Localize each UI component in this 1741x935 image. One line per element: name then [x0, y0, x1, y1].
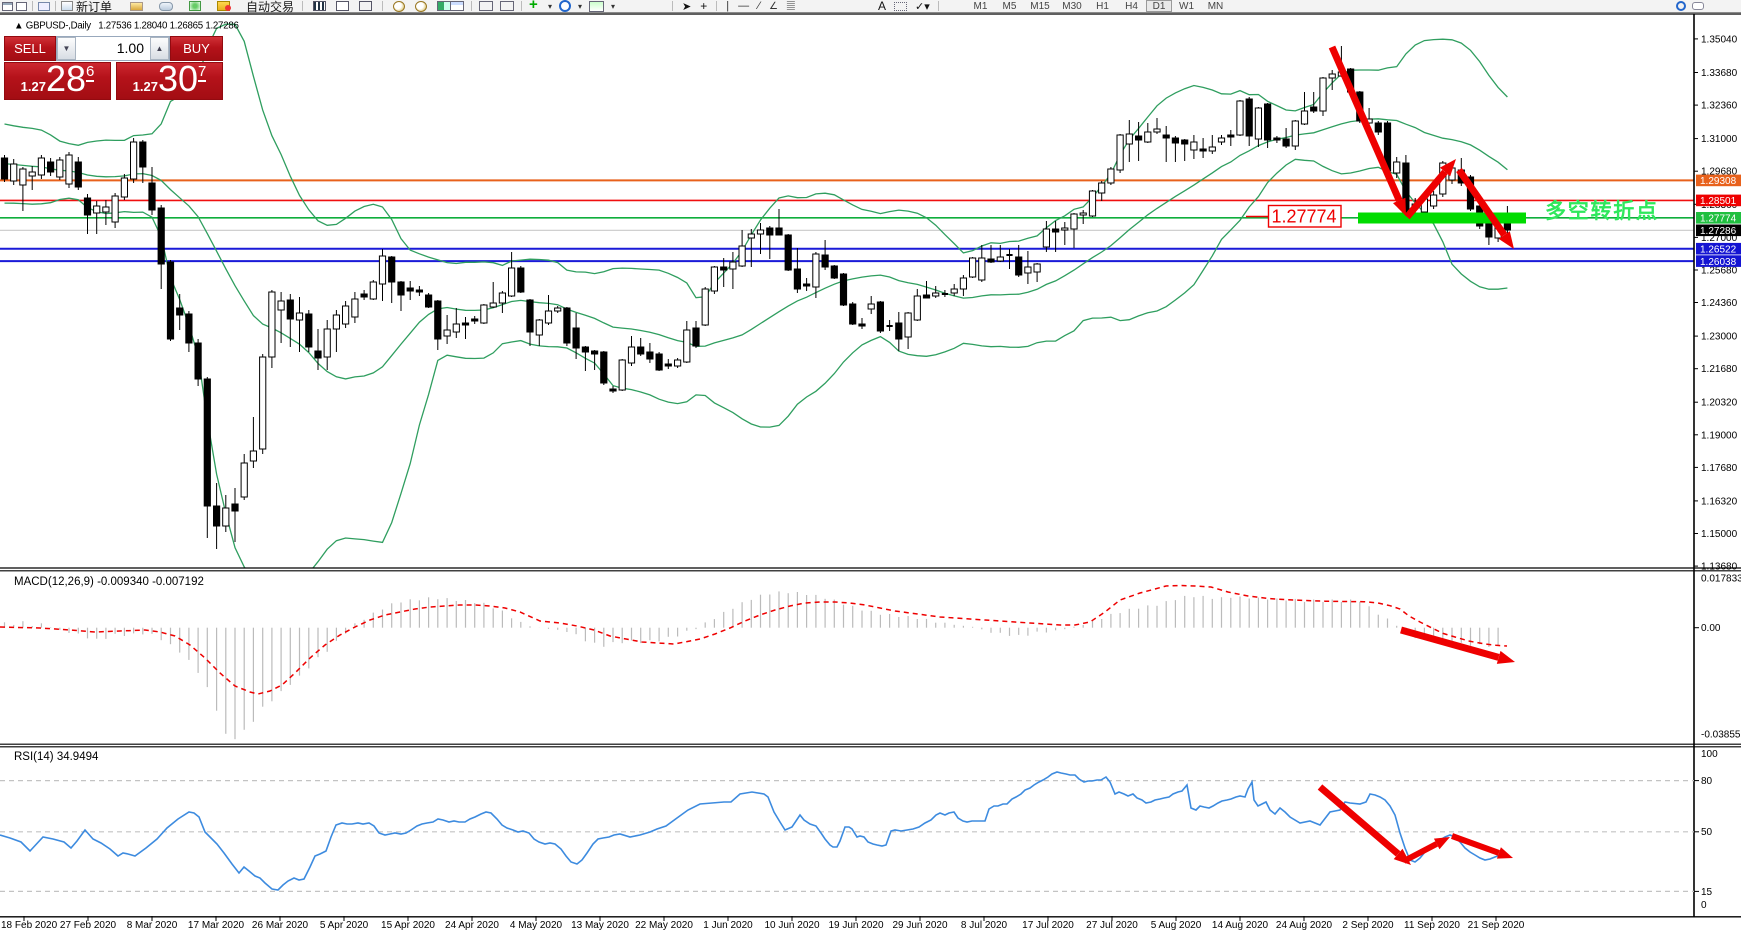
svg-text:RSI(14) 34.9494: RSI(14) 34.9494: [14, 751, 99, 763]
svg-text:1.26522: 1.26522: [1700, 245, 1737, 256]
svg-text:19 Jun 2020: 19 Jun 2020: [828, 920, 883, 930]
svg-text:1.35040: 1.35040: [1701, 34, 1738, 45]
svg-text:15: 15: [1701, 887, 1713, 898]
svg-text:2 Sep 2020: 2 Sep 2020: [1342, 920, 1394, 930]
svg-text:24 Apr 2020: 24 Apr 2020: [445, 920, 499, 930]
svg-text:8 Jul 2020: 8 Jul 2020: [961, 920, 1008, 930]
svg-text:8 Mar 2020: 8 Mar 2020: [127, 920, 178, 930]
svg-text:1 Jun 2020: 1 Jun 2020: [703, 920, 753, 930]
svg-text:多空转折点: 多空转折点: [1545, 199, 1657, 223]
svg-text:5 Apr 2020: 5 Apr 2020: [320, 920, 369, 930]
svg-text:1.32360: 1.32360: [1701, 101, 1738, 112]
svg-text:27 Feb 2020: 27 Feb 2020: [60, 920, 117, 930]
svg-text:1.27286: 1.27286: [1700, 226, 1737, 237]
svg-text:1.28501: 1.28501: [1700, 196, 1737, 207]
svg-text:17 Jul 2020: 17 Jul 2020: [1022, 920, 1074, 930]
svg-text:10 Jun 2020: 10 Jun 2020: [764, 920, 819, 930]
svg-text:0: 0: [1701, 900, 1707, 911]
svg-text:0.00: 0.00: [1701, 623, 1721, 634]
svg-text:1.27774: 1.27774: [1700, 214, 1737, 225]
svg-text:4 May 2020: 4 May 2020: [510, 920, 563, 930]
svg-text:80: 80: [1701, 776, 1713, 787]
svg-text:1.24360: 1.24360: [1701, 298, 1738, 309]
svg-text:11 Sep 2020: 11 Sep 2020: [1404, 920, 1460, 930]
svg-text:1.21680: 1.21680: [1701, 364, 1738, 375]
svg-text:5 Aug 2020: 5 Aug 2020: [1151, 920, 1202, 930]
svg-text:26 Mar 2020: 26 Mar 2020: [252, 920, 309, 930]
svg-text:22 May 2020: 22 May 2020: [635, 920, 693, 930]
svg-text:1.29308: 1.29308: [1700, 176, 1737, 187]
svg-text:29 Jun 2020: 29 Jun 2020: [892, 920, 947, 930]
svg-text:MACD(12,26,9) -0.009340 -0.007: MACD(12,26,9) -0.009340 -0.007192: [14, 576, 204, 588]
svg-text:24 Aug 2020: 24 Aug 2020: [1276, 920, 1333, 930]
svg-text:1.31000: 1.31000: [1701, 134, 1738, 145]
svg-text:17 Mar 2020: 17 Mar 2020: [188, 920, 245, 930]
svg-text:1.16320: 1.16320: [1701, 496, 1738, 507]
svg-text:1.17680: 1.17680: [1701, 463, 1738, 474]
svg-text:1.23000: 1.23000: [1701, 332, 1738, 343]
svg-text:1.27774: 1.27774: [1271, 207, 1336, 227]
svg-text:1.19000: 1.19000: [1701, 430, 1738, 441]
svg-text:21 Sep 2020: 21 Sep 2020: [1468, 920, 1525, 930]
svg-text:100: 100: [1701, 749, 1718, 760]
svg-text:-0.038559: -0.038559: [1701, 730, 1741, 741]
svg-text:▲ GBPUSD-,Daily 1.27536 1.28: ▲ GBPUSD-,Daily 1.27536 1.28040 1.26865 …: [14, 21, 239, 32]
svg-text:1.15000: 1.15000: [1701, 529, 1738, 540]
svg-text:14 Aug 2020: 14 Aug 2020: [1212, 920, 1269, 930]
svg-text:1.29680: 1.29680: [1701, 167, 1738, 178]
svg-text:1.27000: 1.27000: [1701, 233, 1738, 244]
svg-text:18 Feb 2020: 18 Feb 2020: [1, 920, 58, 930]
svg-text:15 Apr 2020: 15 Apr 2020: [381, 920, 435, 930]
svg-text:13 May 2020: 13 May 2020: [571, 920, 629, 930]
svg-text:27 Jul 2020: 27 Jul 2020: [1086, 920, 1138, 930]
svg-text:1.26038: 1.26038: [1700, 257, 1737, 268]
svg-text:0.017833: 0.017833: [1701, 574, 1741, 585]
svg-text:1.33680: 1.33680: [1701, 68, 1738, 79]
svg-text:1.20320: 1.20320: [1701, 398, 1738, 409]
svg-text:50: 50: [1701, 827, 1713, 838]
svg-text:1.25680: 1.25680: [1701, 266, 1738, 277]
svg-text:1.13680: 1.13680: [1701, 562, 1738, 573]
